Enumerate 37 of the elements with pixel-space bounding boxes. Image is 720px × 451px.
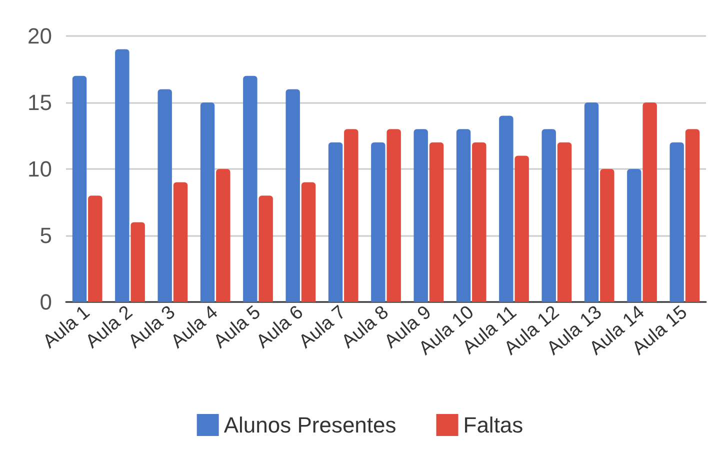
- bar: [414, 129, 428, 302]
- bar: [685, 129, 700, 302]
- bar: [258, 196, 273, 302]
- legend-label: Faltas: [463, 412, 524, 438]
- bar: [115, 49, 130, 302]
- bar: [344, 129, 358, 302]
- y-tick-label: 5: [40, 223, 52, 248]
- bar: [371, 142, 386, 302]
- y-tick-label: 0: [40, 290, 52, 314]
- bar: [158, 89, 172, 302]
- bar: [243, 76, 258, 302]
- bar: [216, 169, 230, 302]
- bar: [642, 102, 657, 302]
- bar: [173, 182, 188, 302]
- bar: [627, 169, 642, 302]
- bar: [286, 89, 300, 302]
- bar: [499, 116, 514, 302]
- bar: [514, 156, 529, 302]
- y-tick-label: 10: [28, 156, 52, 182]
- bar: [200, 102, 215, 302]
- bar: [456, 129, 471, 302]
- bar: [88, 196, 102, 302]
- legend-label: Alunos Presentes: [224, 412, 396, 438]
- bar: [600, 169, 614, 302]
- bar: [584, 102, 599, 302]
- bar: [72, 76, 87, 302]
- bar: [301, 182, 316, 302]
- bar: [670, 142, 684, 302]
- bar: [542, 129, 556, 302]
- bar: [557, 142, 572, 302]
- bar: [386, 129, 401, 302]
- y-tick-label: 20: [28, 24, 52, 48]
- y-tick-label: 15: [28, 90, 52, 115]
- bar: [328, 142, 343, 302]
- bar: [472, 142, 486, 302]
- bar: [130, 222, 145, 302]
- bar: [429, 142, 444, 302]
